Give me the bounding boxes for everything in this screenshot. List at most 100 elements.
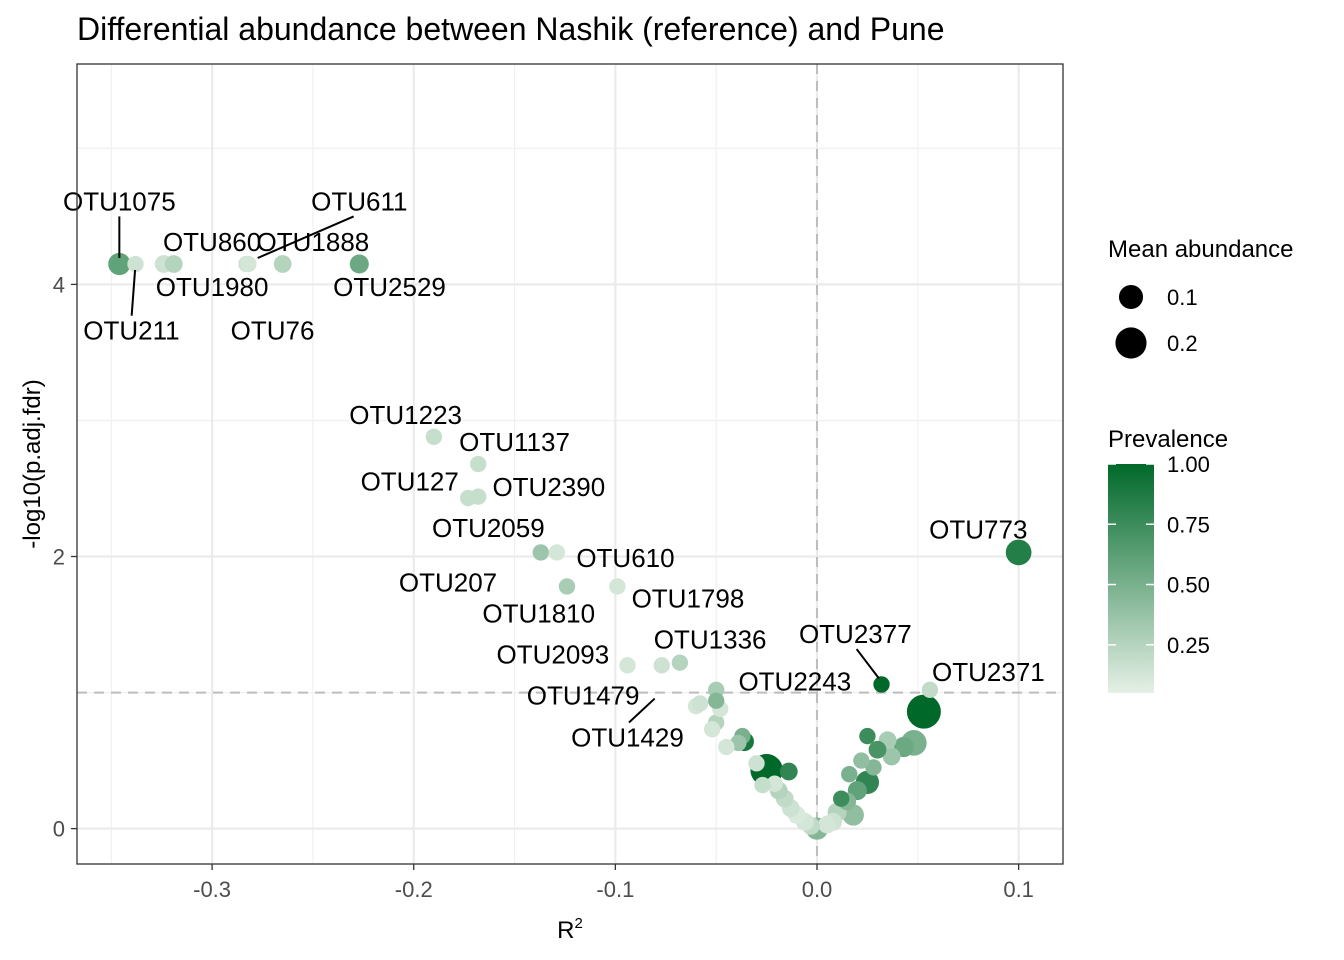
reference-lines	[77, 64, 1063, 864]
label-otu2377: OTU2377	[799, 619, 912, 649]
data-point	[718, 738, 735, 756]
size-legend-key	[1115, 327, 1147, 359]
data-point	[859, 727, 876, 745]
data-point	[853, 752, 870, 769]
label-otu2529: OTU2529	[333, 272, 446, 302]
major-gridlines	[77, 64, 1063, 864]
label-otu2371: OTU2371	[932, 657, 1045, 687]
color-legend: Prevalence 1.00 0.75 0.50 0.25	[1108, 426, 1228, 693]
data-point	[818, 815, 836, 834]
y-tick-label: 4	[53, 272, 65, 297]
point-otu1429	[691, 695, 709, 712]
leader-otu2377	[855, 648, 880, 680]
point-labels: OTU1075 OTU211 OTU860 OTU1980 OTU611 OTU1888 O…	[63, 186, 1045, 752]
leader-otu611	[257, 215, 355, 259]
color-legend-label: 0.25	[1167, 633, 1210, 658]
label-otu860: OTU860	[163, 227, 261, 257]
x-axis-title-superscript: 2	[575, 915, 583, 932]
x-tick-label: -0.1	[596, 877, 634, 902]
color-legend-bar	[1108, 464, 1154, 693]
point-otu2377	[873, 676, 890, 693]
x-tick-label: 0.1	[1003, 877, 1034, 902]
label-otu76: OTU76	[231, 316, 315, 346]
data-point	[865, 759, 882, 776]
label-otu610: OTU610	[576, 543, 674, 573]
x-axis-title: R2	[557, 915, 583, 944]
point-otu2371	[921, 681, 939, 699]
label-otu1798: OTU1798	[632, 584, 745, 614]
label-otu1137: OTU1137	[459, 427, 570, 457]
size-legend: Mean abundance 0.1 0.2	[1108, 236, 1293, 359]
data-point	[708, 692, 725, 709]
label-otu1075: OTU1075	[63, 186, 176, 216]
point-otu1980	[164, 255, 183, 273]
label-otu1888: OTU1888	[257, 227, 370, 257]
point-otu1075	[108, 252, 131, 276]
point-otu773	[1005, 539, 1032, 566]
color-legend-label: 0.50	[1167, 573, 1210, 598]
data-points	[108, 252, 1032, 840]
chart-title: Differential abundance between Nashik (r…	[77, 11, 945, 47]
point-otu2529	[349, 254, 369, 274]
point-otu1810	[558, 578, 576, 595]
data-point	[882, 747, 901, 766]
size-legend-key	[1118, 284, 1144, 310]
leader-otu1429	[628, 697, 656, 724]
label-otu611: OTU611	[311, 186, 407, 216]
label-otu1223: OTU1223	[349, 400, 462, 430]
data-point	[833, 790, 850, 807]
data-point	[841, 766, 858, 783]
label-otu1980: OTU1980	[156, 272, 269, 302]
x-tick-label: -0.2	[395, 877, 433, 902]
color-legend-label: 0.75	[1167, 512, 1210, 537]
size-legend-title: Mean abundance	[1108, 236, 1293, 263]
data-point	[779, 762, 798, 781]
label-otu2059: OTU2059	[432, 513, 545, 543]
label-leader-lines	[118, 215, 880, 724]
point-otu1137	[470, 455, 487, 473]
y-tick-label: 2	[53, 545, 65, 570]
label-otu1336: OTU1336	[654, 625, 767, 655]
x-tick-label: -0.3	[193, 877, 231, 902]
leader-otu211	[130, 269, 137, 316]
point-otu2390	[470, 488, 487, 505]
color-legend-label: 1.00	[1167, 452, 1210, 477]
data-point	[868, 740, 887, 759]
data-point	[754, 776, 771, 794]
point-otu2093	[653, 657, 670, 674]
x-axis-title-base: R	[557, 917, 574, 944]
size-legend-label: 0.2	[1167, 331, 1198, 356]
color-legend-title: Prevalence	[1108, 426, 1228, 453]
point-otu1888	[240, 255, 257, 273]
label-otu1429: OTU1429	[571, 722, 684, 752]
x-axis: -0.3 -0.2 -0.1 0.0 0.1	[193, 864, 1034, 902]
data-point	[703, 721, 721, 738]
point-otu1798	[619, 657, 636, 674]
label-otu1479: OTU1479	[527, 680, 640, 710]
label-otu127: OTU127	[361, 467, 459, 497]
label-otu773: OTU773	[929, 514, 1027, 544]
size-legend-label: 0.1	[1167, 285, 1198, 310]
point-otu610	[609, 578, 626, 595]
y-tick-label: 0	[53, 817, 65, 842]
label-otu207: OTU207	[399, 567, 497, 597]
panel-border	[76, 63, 1064, 865]
label-otu211: OTU211	[83, 316, 179, 346]
x-tick-label: 0.0	[802, 877, 833, 902]
data-point	[906, 694, 941, 729]
label-otu2093: OTU2093	[496, 639, 609, 669]
point-otu1336	[671, 654, 689, 671]
point-otu76	[273, 255, 292, 273]
label-otu2390: OTU2390	[492, 472, 605, 502]
point-otu211	[127, 255, 144, 273]
data-point	[766, 775, 783, 792]
data-point	[748, 755, 765, 772]
label-otu2243: OTU2243	[738, 667, 851, 697]
label-otu1810: OTU1810	[482, 599, 595, 629]
y-axis: 0 2 4	[53, 272, 77, 842]
point-otu1223	[425, 428, 443, 445]
point-otu2059	[532, 544, 549, 561]
y-axis-title: -log10(p.adj.fdr)	[19, 379, 46, 548]
point-otu207	[548, 544, 566, 561]
